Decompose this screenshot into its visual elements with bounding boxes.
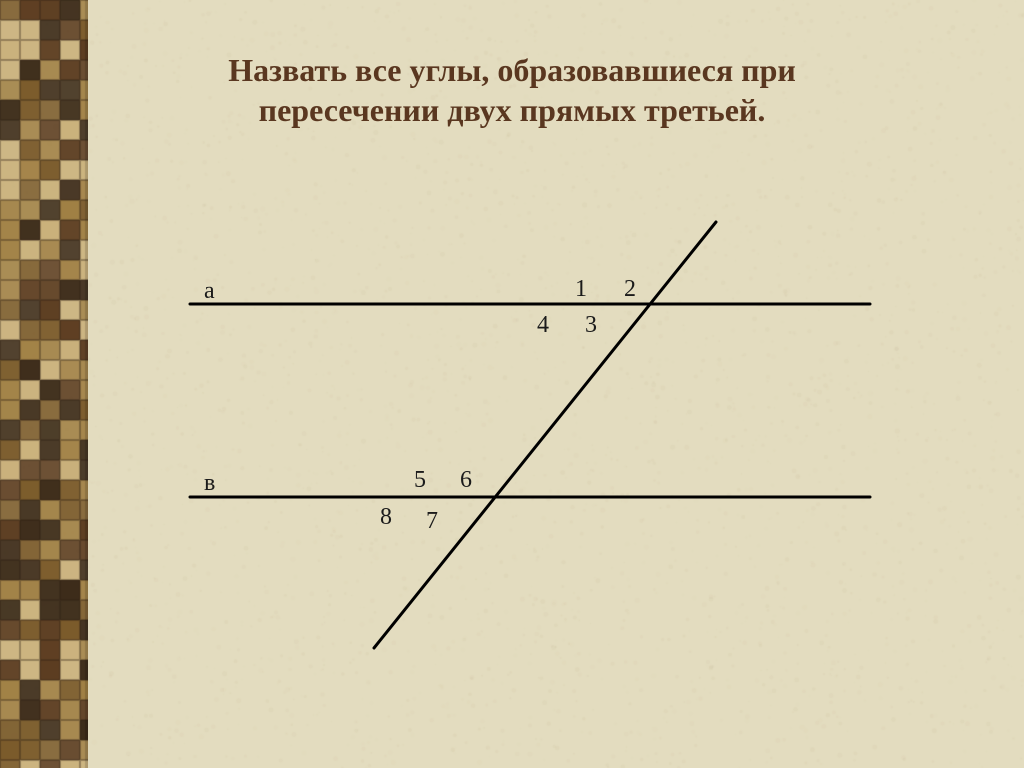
label-n5: 5 <box>414 467 426 494</box>
label-b: в <box>204 470 215 497</box>
label-a: а <box>204 278 215 305</box>
label-n4: 4 <box>537 312 549 339</box>
label-n2: 2 <box>624 276 636 303</box>
label-n7: 7 <box>426 508 438 535</box>
geometry-diagram <box>0 0 1024 768</box>
transversal-line <box>374 222 716 648</box>
label-n1: 1 <box>575 276 587 303</box>
label-n6: 6 <box>460 467 472 494</box>
label-n3: 3 <box>585 312 597 339</box>
label-n8: 8 <box>380 504 392 531</box>
